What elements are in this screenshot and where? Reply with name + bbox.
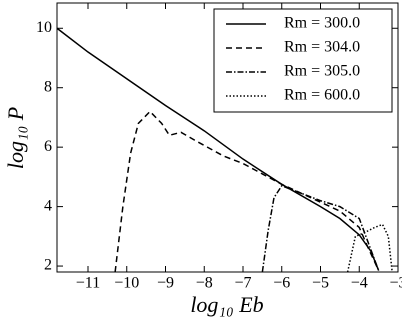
series-line [57, 27, 380, 271]
x-tick-label: −6 [273, 275, 290, 292]
plot-frame [56, 2, 399, 273]
x-tick-label: −5 [312, 275, 329, 292]
x-tick-label: −9 [157, 275, 174, 292]
y-tick-label: 8 [44, 78, 52, 95]
series-line [114, 110, 380, 272]
y-tick-label: 4 [44, 197, 52, 214]
y-tick-label: 2 [44, 257, 52, 274]
series-line [261, 184, 380, 272]
x-axis-label: log₁₀ Eb [190, 292, 263, 317]
y-axis-label: log₁₀ P [3, 107, 28, 169]
legend-label: Rm = 304.0 [284, 39, 360, 56]
legend-label: Rm = 305.0 [284, 63, 360, 80]
y-tick-label: 10 [36, 19, 52, 36]
x-tick-label: −10 [114, 275, 139, 292]
x-tick-label: −3 [389, 275, 402, 292]
legend-label: Rm = 600.0 [284, 87, 360, 104]
x-tick-label: −8 [196, 275, 213, 292]
x-tick-label: −11 [76, 275, 100, 292]
legend-label: Rm = 300.0 [284, 15, 360, 32]
y-tick-label: 6 [44, 138, 52, 155]
legend-box [213, 8, 393, 113]
x-tick-label: −7 [234, 275, 251, 292]
x-tick-label: −4 [351, 275, 368, 292]
